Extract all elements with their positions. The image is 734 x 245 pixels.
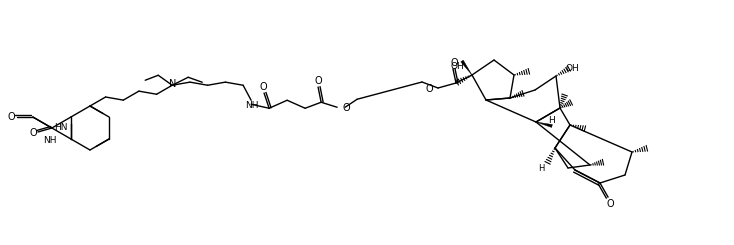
Text: O: O bbox=[426, 84, 433, 94]
Text: N: N bbox=[169, 79, 176, 89]
Text: NH: NH bbox=[43, 135, 57, 145]
Text: O: O bbox=[314, 76, 322, 86]
Text: H: H bbox=[548, 115, 555, 124]
Text: OH: OH bbox=[450, 61, 464, 71]
Text: H: H bbox=[538, 163, 544, 172]
Text: O: O bbox=[342, 103, 349, 113]
Text: HN: HN bbox=[54, 122, 68, 132]
Text: O: O bbox=[259, 82, 267, 92]
Text: O: O bbox=[450, 58, 458, 68]
Polygon shape bbox=[461, 60, 472, 75]
Text: O: O bbox=[29, 128, 37, 138]
Text: OH: OH bbox=[566, 63, 580, 73]
Polygon shape bbox=[536, 122, 553, 127]
Text: O: O bbox=[7, 112, 15, 122]
Text: O: O bbox=[606, 199, 614, 209]
Text: NH: NH bbox=[245, 101, 259, 110]
